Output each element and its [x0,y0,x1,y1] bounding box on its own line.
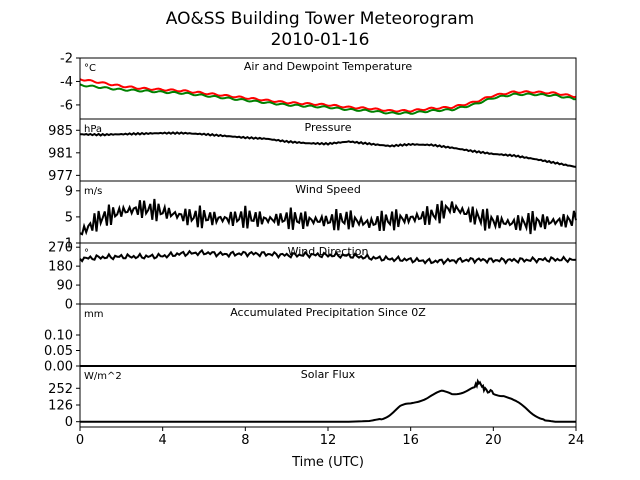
y-tick-label: 981 [48,146,73,161]
series-line-0-1 [79,83,577,115]
y-tick-label: 0.00 [44,360,73,375]
panel-1: 985 981 977 Pressure hPa [48,118,577,184]
series-line-1-0 [80,131,577,168]
figure-subtitle: 2010-01-16 [271,30,370,50]
series-line-0-0 [79,78,577,113]
y-tick-label: 270 [48,241,73,256]
y-tick-label: 0.05 [44,344,73,359]
panel-title: Wind Speed [295,183,361,196]
panel-3: 270 180 90 0 Wind Direction ° [48,241,577,313]
x-tick-label: 16 [402,433,419,448]
panel-unit-label: ° [84,248,89,259]
y-tick-label: -2 [60,52,73,67]
panel-2: 9 5 1 Wind Speed m/s [65,180,577,252]
panel-title: Solar Flux [301,368,356,381]
y-tick-label: 0.10 [44,329,73,344]
panel-title: Wind Direction [288,245,369,258]
x-tick-label: 0 [76,433,84,448]
y-tick-label: 5 [65,210,73,225]
panel-0: -2 -4 -6 Air and Dewpoint Temperature °C [60,52,577,120]
y-tick-label: 0 [65,415,73,430]
x-axis-label: Time (UTC) [291,455,364,470]
panel-unit-label: W/m^2 [84,371,122,382]
panel-unit-label: m/s [84,186,102,197]
y-tick-label: 1 [65,237,73,252]
series-line-5-0 [80,378,576,423]
panel-unit-label: °C [84,63,96,74]
x-tick-label: 4 [159,433,167,448]
panel-unit-label: mm [84,309,103,320]
y-tick-label: 252 [48,382,73,397]
x-tick-label: 24 [568,433,585,448]
x-tick-label: 20 [485,433,502,448]
y-tick-label: 9 [65,184,73,199]
x-tick-label: 12 [320,433,337,448]
x-tick-label: 8 [241,433,249,448]
y-tick-label: -4 [60,75,73,90]
figure-title: AO&SS Building Tower Meteorogram [166,9,474,29]
y-tick-label: 985 [48,124,73,139]
panel-title: Pressure [305,121,352,134]
panel-unit-label: hPa [84,124,102,135]
series-line-3-0 [79,248,577,266]
panel-4: 0.100.050.00 Accumulated Precipitation Si… [44,303,577,375]
panel-title: Air and Dewpoint Temperature [244,60,412,73]
y-tick-label: 0 [65,298,73,313]
y-tick-label: 90 [56,279,73,294]
panel-title: Accumulated Precipitation Since 0Z [230,306,426,319]
series-line-2-0 [79,198,577,236]
y-tick-label: 977 [48,169,73,184]
y-tick-label: 180 [48,260,73,275]
y-tick-label: -6 [60,98,73,113]
y-tick-label: 126 [48,398,73,413]
